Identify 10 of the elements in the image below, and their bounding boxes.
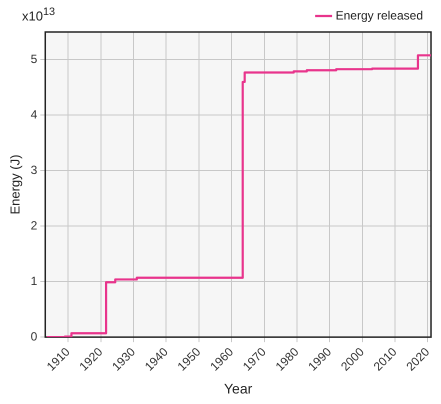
y-tick-label: 0 [30,329,38,344]
y-axis-title: Energy (J) [7,154,22,215]
y-tick-label: 5 [30,52,38,66]
y-tick-label: 3 [30,163,38,178]
y-tick-label: 1 [30,274,38,288]
legend-label: Energy released [336,8,424,22]
y-tick-label: 4 [30,108,38,122]
text: x10$^{13}$ [22,6,56,24]
y-tick-label: 2 [30,218,38,232]
x-axis-title: Year [224,380,253,396]
